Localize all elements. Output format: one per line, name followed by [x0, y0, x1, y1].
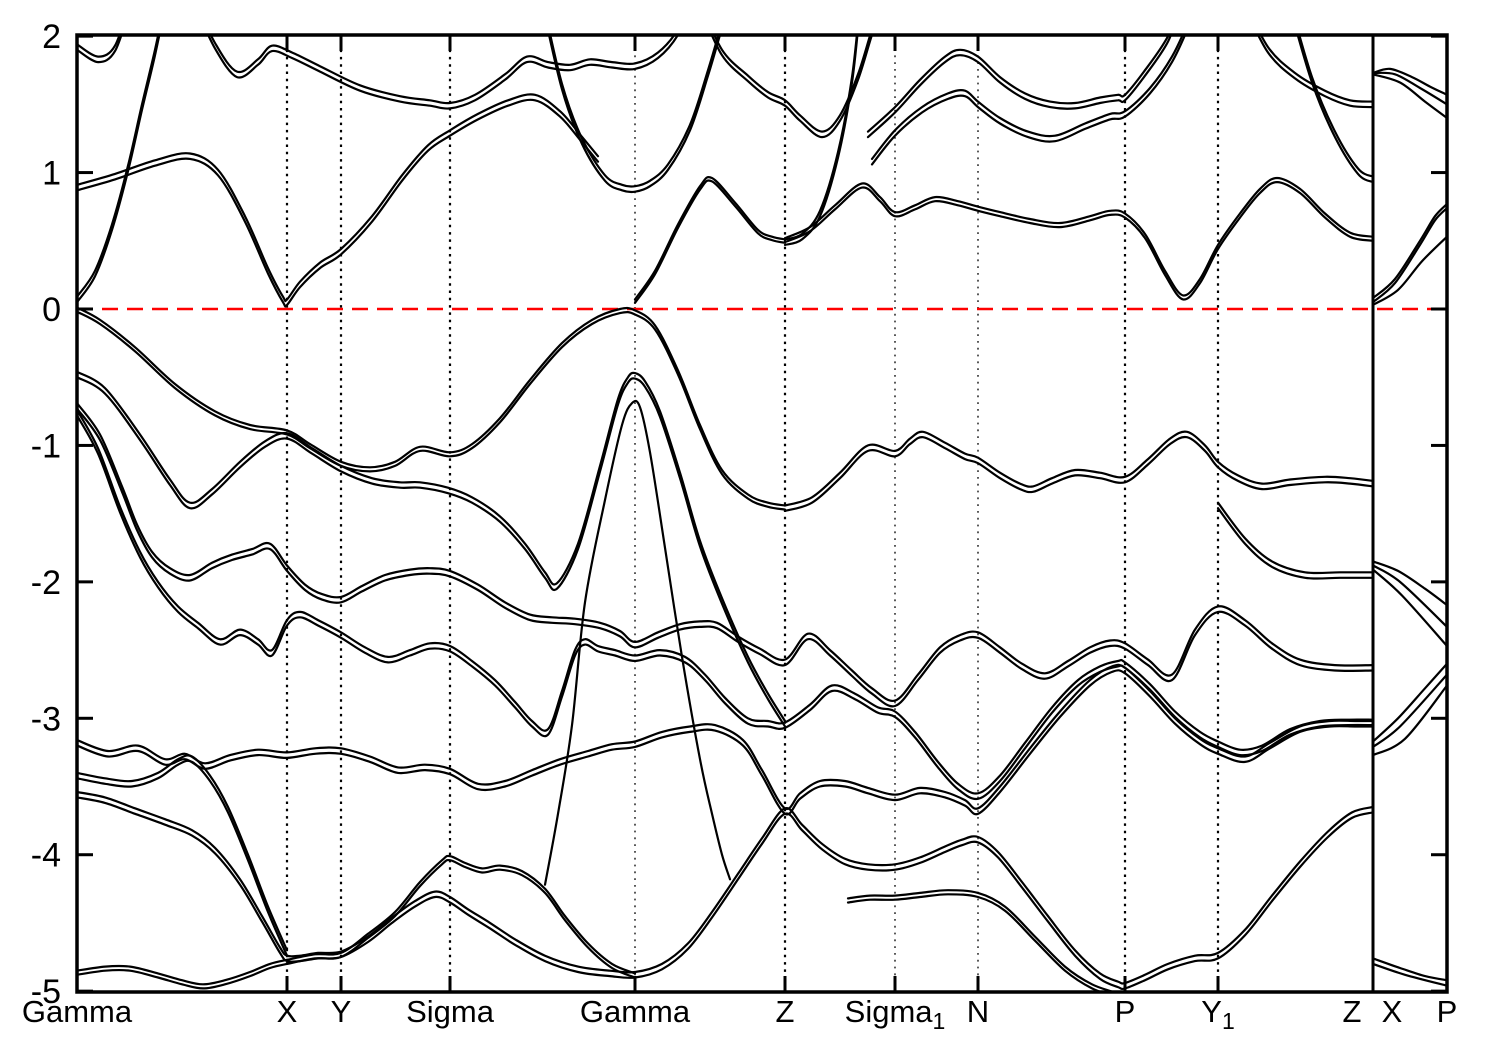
band-curve-val-sn-flat-deep — [846, 893, 1105, 992]
band-curve-val-bottom-left — [77, 958, 289, 986]
band-curve-cond-x-valley — [77, 98, 600, 308]
band-curve-rp-val-fan-2 — [1373, 564, 1447, 628]
y-tick-label--5: -5 — [31, 973, 61, 1011]
band-curve-cond-top-left — [77, 35, 123, 64]
band-curve-val-deep-main — [77, 796, 1373, 991]
band-curve-val-flat-3 — [77, 663, 1373, 811]
band-curve-rp-cond-rise — [1373, 206, 1447, 304]
band-curve-val-gamma-narrow-peak — [543, 399, 732, 886]
band-curve-rp-top-fan-1 — [1373, 67, 1447, 96]
band-curve-cond-z-rise — [783, 35, 858, 241]
x-axis-label-Gamma: Gamma — [22, 994, 133, 1029]
y-tick-label--4: -4 — [31, 837, 61, 875]
band-curve-val-gamma-peak — [77, 370, 787, 723]
band-curve-val-tangle-A — [77, 402, 1373, 703]
band-curve-val-z-wave — [783, 435, 1373, 512]
band-curve-rp-val-fan-1 — [1373, 560, 1447, 607]
band-curve-val-sn-flat-deep — [846, 889, 1117, 992]
band-curve-cond-upper-B — [712, 35, 872, 133]
band-curve-rp-top-fan-2 — [1373, 71, 1447, 106]
band-curve-cond-top-left — [77, 35, 121, 58]
band-curve-val-x-dip-rise — [285, 854, 637, 975]
x-axis-label-P: P — [1115, 994, 1136, 1029]
band-curve-val-y1-z-flat — [1216, 501, 1373, 575]
band-curve-val-tangle-B — [77, 408, 1373, 795]
band-curve-rp-val-bot-2 — [1373, 962, 1447, 987]
band-curve-val-x-dip-rise — [285, 858, 637, 979]
x-axis-label-N: N — [967, 994, 989, 1029]
band-curve-cond-left-steep — [77, 35, 161, 304]
band-curve-val-fermi-band — [77, 306, 787, 507]
band-curve-val-left-steep-deep — [77, 754, 289, 952]
x-axis-label-Sigma1: Sigma1 — [845, 994, 946, 1034]
band-curve-cond-y1-z-upper — [1259, 35, 1373, 103]
band-curve-rp-cond-rise — [1373, 202, 1447, 300]
x-axis-label-Y1: Y1 — [1201, 994, 1234, 1034]
band-curve-cond-left-steep — [77, 35, 160, 298]
y-tick-label-2: 2 — [42, 18, 61, 56]
x-axis-label-X: X — [277, 994, 298, 1029]
band-curve-val-left-steep-deep — [77, 759, 289, 957]
band-curve-val-bottom-left — [77, 962, 289, 990]
band-curve-cond-n-hump-low — [870, 35, 1187, 166]
y-tick-label--2: -2 — [31, 564, 61, 602]
x-axis-label-Sigma: Sigma — [406, 994, 495, 1029]
band-curve-cond-y1-z-mid — [1298, 35, 1373, 178]
band-curve-val-gamma-peak — [77, 376, 787, 728]
band-curve-cond-upper-A — [209, 35, 676, 105]
band-curve-rp-val-fan-3 — [1373, 568, 1447, 648]
band-curve-cond-steep-gamma — [549, 35, 720, 188]
band-curve-val-tangle-A — [77, 407, 1373, 708]
x-axis-label-Gamma: Gamma — [580, 994, 691, 1029]
bands-main-panel — [77, 35, 1373, 992]
band-curve-cond-z-rise — [783, 35, 859, 246]
band-curve-val-flat-3 — [77, 669, 1373, 816]
band-curve-val-y1-z-flat — [1216, 507, 1373, 580]
band-curve-cond-x-valley — [77, 93, 600, 303]
y-tick-label--1: -1 — [31, 427, 61, 465]
band-curve-cond-sn-wave — [783, 181, 1373, 301]
x-axis-label-X: X — [1382, 994, 1403, 1029]
band-curve-cond-n-hump-low — [870, 35, 1184, 160]
band-curve-val-z-wave — [783, 430, 1373, 507]
band-curve-cond-gamma-z-hump — [633, 179, 787, 304]
bands-right-panel — [1373, 67, 1447, 987]
band-curve-rp-cond-rise-2 — [1373, 235, 1447, 306]
band-curve-rp-top-fan-3 — [1373, 73, 1447, 120]
x-axis-label-P: P — [1437, 994, 1458, 1029]
band-curve-cond-n-hump — [866, 35, 1170, 133]
band-curve-cond-upper-A — [206, 35, 680, 110]
y-tick-label-0: 0 — [42, 291, 61, 329]
band-curve-cond-y1-z-mid — [1296, 35, 1373, 184]
y-tick-label--3: -3 — [31, 700, 61, 738]
x-axis-label-Z: Z — [776, 994, 795, 1029]
band-curve-rp-val-mid-3 — [1373, 684, 1447, 757]
band-curve-rp-val-bot-1 — [1373, 957, 1447, 982]
band-curve-cond-sn-wave — [783, 176, 1373, 297]
plot-border — [75, 33, 1449, 994]
band-curve-val-fermi-band — [77, 310, 787, 511]
x-axis-label-Z: Z — [1343, 994, 1362, 1029]
x-axis-label-Y: Y — [331, 994, 352, 1029]
band-curve-rp-val-mid-2 — [1373, 673, 1447, 748]
y-tick-label-1: 1 — [42, 155, 61, 193]
band-curve-cond-y1-z-upper — [1256, 35, 1373, 109]
band-curve-val-deep-main — [77, 790, 1373, 985]
band-curve-cond-upper-B — [710, 35, 874, 139]
band-curve-cond-gamma-z-hump — [633, 175, 787, 301]
band-curve-rp-val-mid-1 — [1373, 662, 1447, 743]
band-curve-cond-n-hump — [866, 35, 1173, 139]
